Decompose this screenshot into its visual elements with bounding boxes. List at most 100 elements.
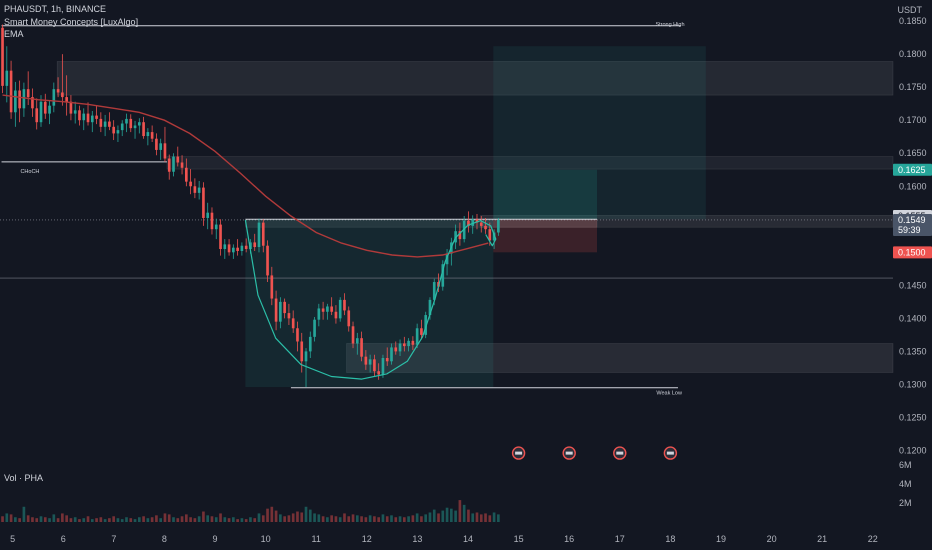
volume-bar xyxy=(373,516,376,522)
volume-bar xyxy=(31,517,34,522)
candle-body xyxy=(475,219,479,223)
candle-body xyxy=(108,121,111,127)
candle-body xyxy=(313,319,316,337)
volume-bar xyxy=(180,516,184,522)
candle-body xyxy=(112,126,115,134)
candle-body xyxy=(244,245,248,250)
structure-label: Strong High xyxy=(655,22,684,28)
volume-bar xyxy=(313,513,316,522)
volume-tick-label: 4M xyxy=(899,479,912,489)
volume-bar xyxy=(407,516,410,522)
volume-bar xyxy=(5,513,9,522)
volume-tick-label: 2M xyxy=(899,498,912,508)
price-tag-value: 0.1500 xyxy=(898,247,926,257)
candle-body xyxy=(385,357,389,362)
volume-bar xyxy=(450,508,453,522)
smc-indicator-legend[interactable]: Smart Money Concepts [LuxAlgo] xyxy=(4,17,139,27)
volume-bar xyxy=(43,517,47,522)
volume-bar xyxy=(202,511,205,522)
volume-bar xyxy=(90,519,94,522)
candle-body xyxy=(61,92,64,98)
candle-body xyxy=(146,132,150,137)
date-tick-label: 13 xyxy=(412,534,422,544)
price-tick-label: 0.1200 xyxy=(899,445,927,455)
volume-bar xyxy=(398,516,402,522)
candle-body xyxy=(279,301,282,322)
price-tick-label: 0.1850 xyxy=(899,16,927,26)
volume-bar xyxy=(9,514,13,522)
candle-body xyxy=(35,108,39,123)
price-tag-countdown: 59:39 xyxy=(898,225,921,235)
volume-bar xyxy=(39,516,43,522)
event-marker-flag xyxy=(666,451,674,455)
candle-body xyxy=(193,186,197,193)
candle-body xyxy=(197,187,201,193)
date-tick-label: 6 xyxy=(61,534,66,544)
volume-bar xyxy=(308,509,312,522)
volume-bar xyxy=(61,513,64,522)
candle-body xyxy=(56,89,60,93)
volume-bar xyxy=(402,517,406,522)
event-markers xyxy=(511,446,678,460)
candle-body xyxy=(428,299,432,316)
candle-body xyxy=(321,308,325,312)
volume-bar xyxy=(155,515,158,522)
volume-bar xyxy=(261,515,265,522)
candle-body xyxy=(270,275,274,299)
candle-body xyxy=(129,118,133,129)
candle-body xyxy=(492,232,496,241)
ema-line xyxy=(2,94,489,258)
candle-body xyxy=(390,347,393,362)
candle-body xyxy=(137,122,141,126)
candle-body xyxy=(394,347,398,352)
volume-bar xyxy=(300,512,304,522)
candle-body xyxy=(206,212,210,218)
volume-bar xyxy=(454,510,457,522)
candle-body xyxy=(326,306,329,312)
volume-bar xyxy=(304,506,308,522)
volume-bar xyxy=(197,516,201,522)
volume-bar xyxy=(219,513,222,522)
candle-body xyxy=(125,118,128,124)
candle-body xyxy=(467,220,470,226)
volume-bar xyxy=(287,515,291,522)
candle-body xyxy=(26,89,30,98)
time-axis[interactable]: 5 6 7 8 9 10 11 12 13 14 15 16 17 18 19 20 21 22 xyxy=(10,534,878,544)
symbol-legend[interactable]: PHAUSDT, 1h, BINANCE xyxy=(4,4,107,14)
candle-body xyxy=(364,356,368,365)
price-tick-label: 0.1800 xyxy=(899,49,927,59)
candle-body xyxy=(317,308,321,320)
candle-body xyxy=(377,371,381,375)
volume-bar xyxy=(424,514,428,522)
candle-body xyxy=(411,340,415,345)
candle-body xyxy=(202,187,205,218)
volume-bar xyxy=(185,514,188,522)
volume-bar xyxy=(56,518,60,522)
date-tick-label: 18 xyxy=(665,534,675,544)
ema-path xyxy=(2,94,489,258)
volume-bar xyxy=(112,516,115,522)
candle-body xyxy=(142,122,145,137)
price-tick-label: 0.1700 xyxy=(899,115,927,125)
price-tag-value: 0.1625 xyxy=(898,165,926,175)
volume-bar xyxy=(95,518,98,522)
volume-bar xyxy=(48,518,51,522)
volume-bar xyxy=(1,516,4,522)
candle-body xyxy=(497,219,500,233)
date-tick-label: 20 xyxy=(767,534,777,544)
volume-bar xyxy=(193,518,197,522)
volume-bar xyxy=(411,515,415,522)
volume-bar xyxy=(479,514,483,522)
ema-indicator-legend[interactable]: EMA xyxy=(4,29,24,39)
volume-legend[interactable]: Vol · PHA xyxy=(4,473,44,483)
candle-body xyxy=(39,101,43,123)
candle-body xyxy=(103,121,107,127)
volume-bar xyxy=(52,514,56,522)
candle-body xyxy=(343,299,346,311)
price-tick-label: 0.1450 xyxy=(899,280,927,290)
candle-body xyxy=(236,247,239,251)
volume-bar xyxy=(65,515,68,522)
date-tick-label: 9 xyxy=(213,534,218,544)
candle-body xyxy=(334,311,338,319)
